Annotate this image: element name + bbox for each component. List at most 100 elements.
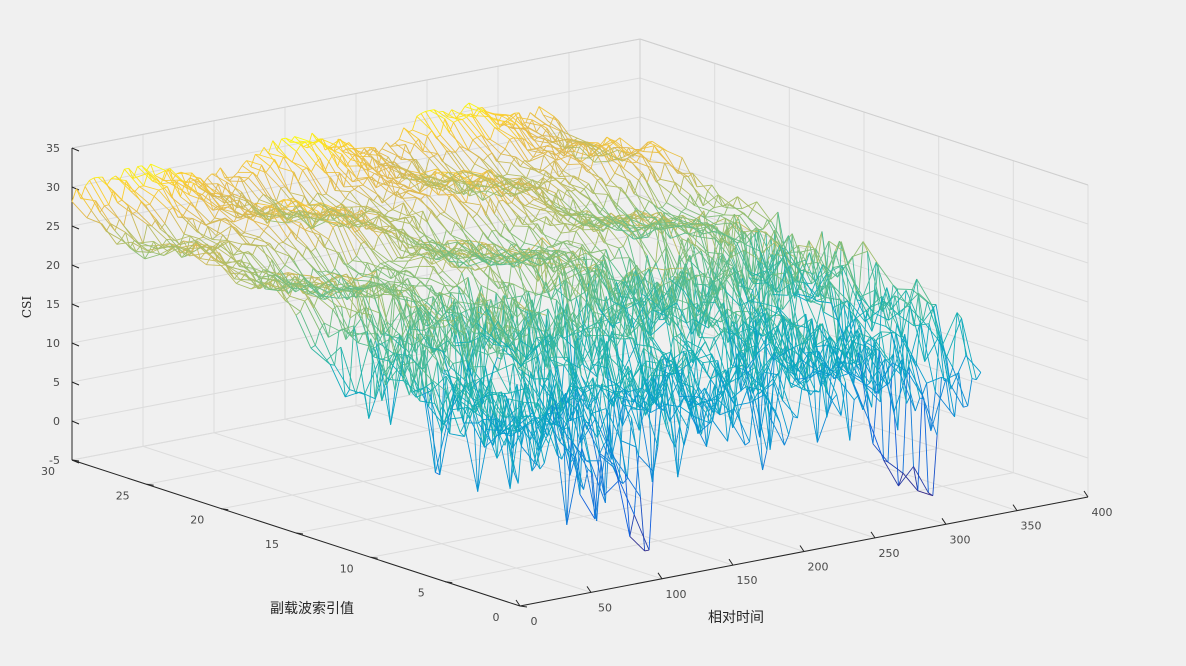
mesh-line (389, 334, 406, 380)
mesh-line (285, 300, 301, 312)
mesh-line (86, 210, 92, 219)
mesh-line (817, 231, 823, 263)
mesh-line (540, 170, 547, 184)
mesh-line (367, 156, 373, 171)
mesh-line (762, 219, 768, 230)
mesh-line (105, 230, 122, 241)
side-wall-gridline (639, 350, 1089, 498)
mesh-line (332, 223, 338, 228)
mesh-line (560, 178, 566, 184)
mesh-line (740, 423, 746, 446)
mesh-line (462, 116, 467, 120)
mesh-line (151, 219, 157, 227)
mesh-line (387, 365, 393, 380)
mesh-line (522, 214, 528, 225)
mesh-line (571, 298, 577, 323)
mesh-line (395, 233, 401, 251)
mesh-line (508, 257, 514, 268)
mesh-line (431, 168, 437, 183)
mesh-line (141, 165, 158, 179)
mesh-line (483, 155, 489, 161)
mesh-line (448, 122, 454, 133)
mesh-line (930, 391, 936, 432)
mesh-line (557, 312, 563, 316)
mesh-line (296, 144, 302, 152)
mesh-line (601, 383, 607, 409)
mesh-line (355, 338, 372, 394)
mesh-line (442, 270, 458, 286)
mesh-line (446, 109, 453, 117)
mesh-line (214, 209, 220, 219)
mesh-line (345, 191, 351, 199)
mesh-line (200, 258, 216, 262)
mesh-line (370, 338, 387, 386)
mesh-line (285, 295, 291, 302)
mesh-line (695, 274, 701, 303)
mesh-line (457, 376, 464, 418)
mesh-line (347, 169, 353, 182)
mesh-line (241, 160, 247, 166)
mesh-line (527, 423, 533, 472)
mesh-line (871, 262, 877, 332)
mesh-line (167, 169, 173, 180)
mesh-line (904, 304, 911, 378)
mesh-line (833, 287, 840, 321)
mesh-line (243, 177, 249, 182)
mesh-line (647, 215, 653, 222)
mesh-line (561, 447, 567, 460)
mesh-line (494, 328, 500, 341)
mesh-line (887, 362, 893, 463)
mesh-line (344, 389, 350, 398)
mesh-line (71, 201, 88, 219)
mesh-line (326, 193, 342, 205)
y-tick-mark (445, 581, 453, 584)
mesh-line (110, 223, 126, 233)
mesh-line (131, 241, 147, 251)
mesh-line (162, 186, 168, 190)
mesh-line (472, 136, 478, 141)
mesh-line (752, 201, 758, 210)
mesh-line (314, 345, 331, 365)
mesh-line (432, 360, 438, 382)
mesh-line (566, 440, 572, 525)
mesh-line (435, 472, 441, 476)
mesh-line (213, 183, 219, 197)
side-wall-gridline (639, 116, 1089, 264)
mesh-line (387, 281, 394, 291)
mesh-line (261, 164, 277, 202)
mesh-line (572, 338, 578, 382)
mesh-line (269, 166, 286, 187)
mesh-line (354, 185, 359, 190)
back-wall-gridline (71, 350, 641, 461)
mesh-line (762, 450, 768, 471)
mesh-line (502, 335, 508, 350)
mesh-line (186, 201, 192, 211)
mesh-line (90, 200, 97, 211)
mesh-line (310, 345, 316, 349)
mesh-line (610, 452, 616, 466)
x-tick-mark (657, 572, 663, 580)
mesh-line (84, 180, 90, 187)
mesh-line (420, 199, 437, 219)
mesh-line (615, 321, 621, 325)
mesh-line (134, 186, 140, 192)
mesh-line (605, 180, 611, 186)
mesh-line (485, 265, 491, 307)
mesh-line (291, 230, 308, 247)
side-wall-gridline (639, 155, 1089, 303)
mesh-line (616, 393, 622, 441)
mesh-line (297, 181, 314, 200)
mesh-line (952, 312, 958, 368)
mesh-line (334, 190, 350, 193)
mesh-line (568, 198, 574, 216)
mesh-line (554, 274, 560, 285)
mesh-line (393, 257, 398, 262)
mesh-line (117, 202, 133, 214)
mesh-line (690, 394, 696, 418)
mesh-line (525, 112, 531, 123)
mesh-line (537, 313, 544, 339)
mesh-line (417, 343, 423, 393)
mesh-line (362, 297, 379, 343)
mesh-line (919, 321, 926, 362)
mesh-line (463, 211, 469, 230)
